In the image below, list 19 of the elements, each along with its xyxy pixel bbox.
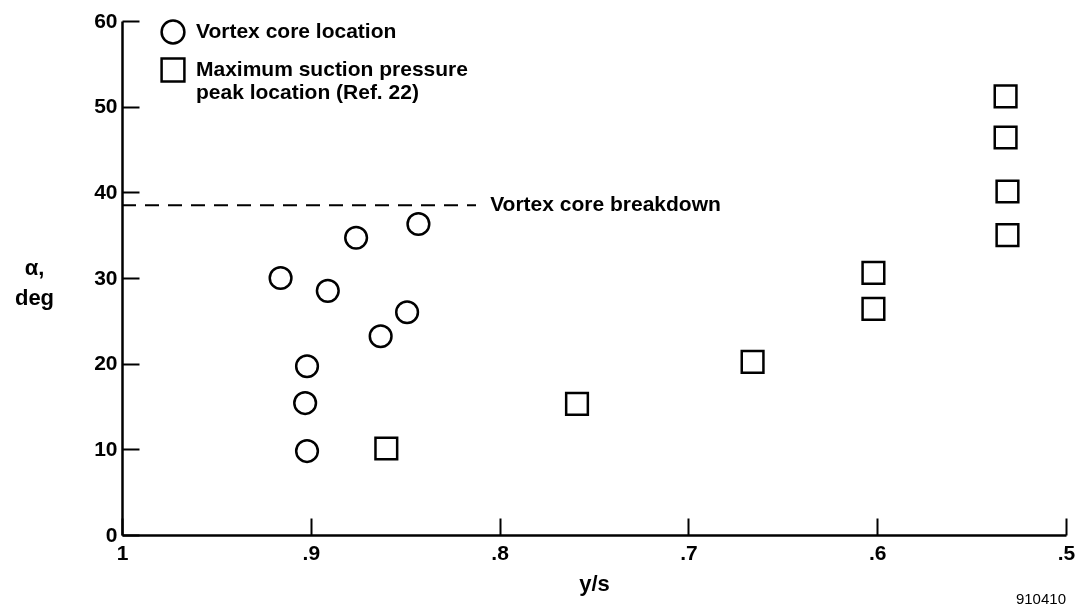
y-tick-label: 10	[94, 436, 118, 460]
legend-label: Maximum suction pressure peak location (Ref. 22)	[196, 57, 468, 103]
x-tick-label: .6	[868, 540, 887, 564]
ref-line-label: Vortex core breakdown	[490, 192, 721, 216]
y-tick-label: 20	[94, 351, 118, 375]
x-tick-label: 1	[116, 540, 129, 564]
x-tick-label: .7	[680, 540, 698, 564]
x-axis-title: y/s	[579, 570, 610, 596]
y-axis-title: α, deg	[14, 254, 55, 310]
legend-label: Vortex core location	[196, 19, 397, 42]
y-tick-label: 0	[105, 522, 118, 546]
x-tick-label: .5	[1057, 540, 1076, 564]
y-tick-label: 30	[94, 265, 118, 289]
x-tick-label: .9	[302, 540, 321, 564]
y-tick-label: 40	[94, 179, 118, 203]
y-tick-label: 60	[94, 8, 118, 32]
y-tick-label: 50	[94, 94, 118, 118]
text: 910410	[1015, 590, 1066, 607]
x-tick-label: .8	[491, 540, 510, 564]
